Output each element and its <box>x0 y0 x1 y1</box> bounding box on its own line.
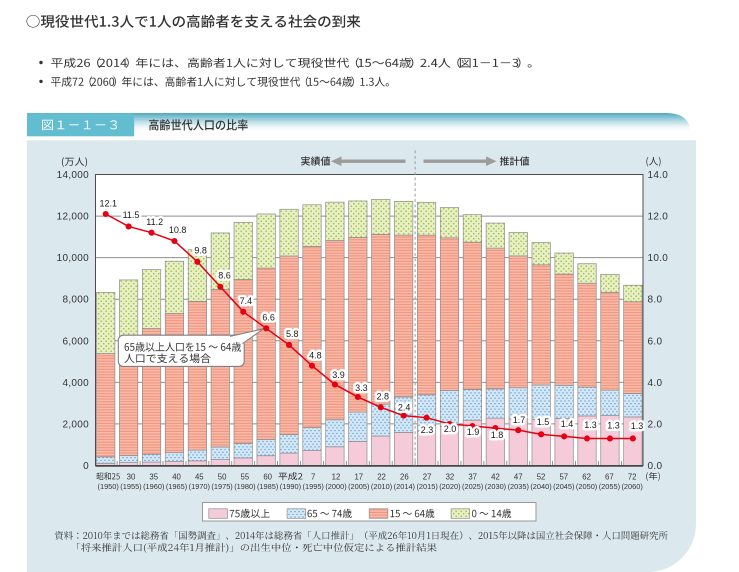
svg-text:42: 42 <box>491 472 500 481</box>
svg-text:0: 0 <box>83 461 89 472</box>
svg-text:37: 37 <box>468 472 477 481</box>
svg-text:2.0: 2.0 <box>444 424 457 434</box>
svg-text:(1980): (1980) <box>234 482 255 491</box>
svg-text:(2050): (2050) <box>576 482 597 491</box>
svg-text:(2045): (2045) <box>553 482 574 491</box>
svg-text:1.8: 1.8 <box>491 430 504 440</box>
svg-text:6.6: 6.6 <box>262 313 275 323</box>
svg-text:57: 57 <box>559 472 568 481</box>
svg-text:(1950): (1950) <box>98 482 119 491</box>
svg-text:11.5: 11.5 <box>123 210 140 220</box>
svg-text:7.4: 7.4 <box>240 296 253 306</box>
svg-text:(2014): (2014) <box>394 482 415 491</box>
svg-text:17: 17 <box>354 472 363 481</box>
svg-text:3.9: 3.9 <box>332 370 345 380</box>
svg-text:(1985): (1985) <box>257 482 278 491</box>
svg-text:(1955): (1955) <box>120 482 141 491</box>
svg-text:2.4: 2.4 <box>398 403 411 413</box>
svg-text:4.8: 4.8 <box>309 351 322 361</box>
svg-text:11.2: 11.2 <box>146 217 163 227</box>
svg-text:1.3: 1.3 <box>631 421 644 431</box>
svg-text:(2010): (2010) <box>371 482 392 491</box>
svg-text:(1960): (1960) <box>143 482 164 491</box>
svg-text:12,000: 12,000 <box>57 212 90 223</box>
svg-text:8,000: 8,000 <box>62 295 89 306</box>
svg-text:(1990): (1990) <box>280 482 301 491</box>
svg-text:(2060): (2060) <box>621 482 642 491</box>
svg-text:(1965): (1965) <box>166 482 187 491</box>
svg-text:1.5: 1.5 <box>537 417 550 427</box>
svg-text:(2005): (2005) <box>348 482 369 491</box>
svg-text:32: 32 <box>446 472 455 481</box>
svg-text:10.8: 10.8 <box>169 225 187 235</box>
svg-text:26: 26 <box>400 472 409 481</box>
svg-text:(1970): (1970) <box>189 482 210 491</box>
svg-text:12: 12 <box>332 472 341 481</box>
svg-text:67: 67 <box>605 472 614 481</box>
svg-text:2.0: 2.0 <box>648 419 663 430</box>
svg-text:(1975): (1975) <box>211 482 232 491</box>
svg-text:4.0: 4.0 <box>648 378 663 389</box>
svg-text:10,000: 10,000 <box>57 253 90 264</box>
svg-text:1.7: 1.7 <box>513 415 526 425</box>
svg-text:8.6: 8.6 <box>218 271 231 281</box>
svg-text:2.3: 2.3 <box>421 425 434 435</box>
svg-text:(2035): (2035) <box>508 482 529 491</box>
svg-text:(2040): (2040) <box>530 482 551 491</box>
svg-text:52: 52 <box>537 472 546 481</box>
svg-text:45: 45 <box>195 472 204 481</box>
svg-text:7: 7 <box>311 472 315 481</box>
svg-text:(2020): (2020) <box>439 482 460 491</box>
svg-text:60: 60 <box>263 472 272 481</box>
svg-text:12.0: 12.0 <box>648 212 669 223</box>
svg-text:(2015): (2015) <box>416 482 437 491</box>
svg-text:12.1: 12.1 <box>100 199 118 209</box>
svg-text:5.8: 5.8 <box>286 329 299 339</box>
svg-text:8.0: 8.0 <box>648 295 663 306</box>
svg-text:1.4: 1.4 <box>561 419 574 429</box>
svg-text:72: 72 <box>628 472 637 481</box>
svg-text:(2055): (2055) <box>599 482 620 491</box>
svg-text:(2000): (2000) <box>325 482 346 491</box>
svg-text:(2025): (2025) <box>462 482 483 491</box>
svg-text:0.0: 0.0 <box>648 461 663 472</box>
svg-text:6,000: 6,000 <box>62 336 89 347</box>
svg-text:(2030): (2030) <box>485 482 506 491</box>
svg-text:14.0: 14.0 <box>648 170 669 181</box>
svg-text:62: 62 <box>582 472 591 481</box>
svg-text:14,000: 14,000 <box>57 170 90 181</box>
svg-text:30: 30 <box>127 472 136 481</box>
svg-text:6.0: 6.0 <box>648 336 663 347</box>
svg-text:2,000: 2,000 <box>62 419 89 430</box>
svg-text:3.3: 3.3 <box>355 383 368 393</box>
svg-text:55: 55 <box>241 472 250 481</box>
svg-text:2.8: 2.8 <box>376 392 389 402</box>
svg-text:50: 50 <box>218 472 227 481</box>
svg-text:47: 47 <box>514 472 523 481</box>
svg-text:4,000: 4,000 <box>62 378 89 389</box>
svg-text:9.8: 9.8 <box>194 246 207 256</box>
svg-text:40: 40 <box>172 472 181 481</box>
svg-text:22: 22 <box>377 472 386 481</box>
svg-text:1.3: 1.3 <box>584 420 597 430</box>
svg-text:27: 27 <box>423 472 432 481</box>
svg-text:1.3: 1.3 <box>607 421 620 431</box>
svg-text:10.0: 10.0 <box>648 253 669 264</box>
svg-text:(1995): (1995) <box>303 482 324 491</box>
svg-text:1.9: 1.9 <box>467 427 480 437</box>
svg-text:35: 35 <box>149 472 158 481</box>
